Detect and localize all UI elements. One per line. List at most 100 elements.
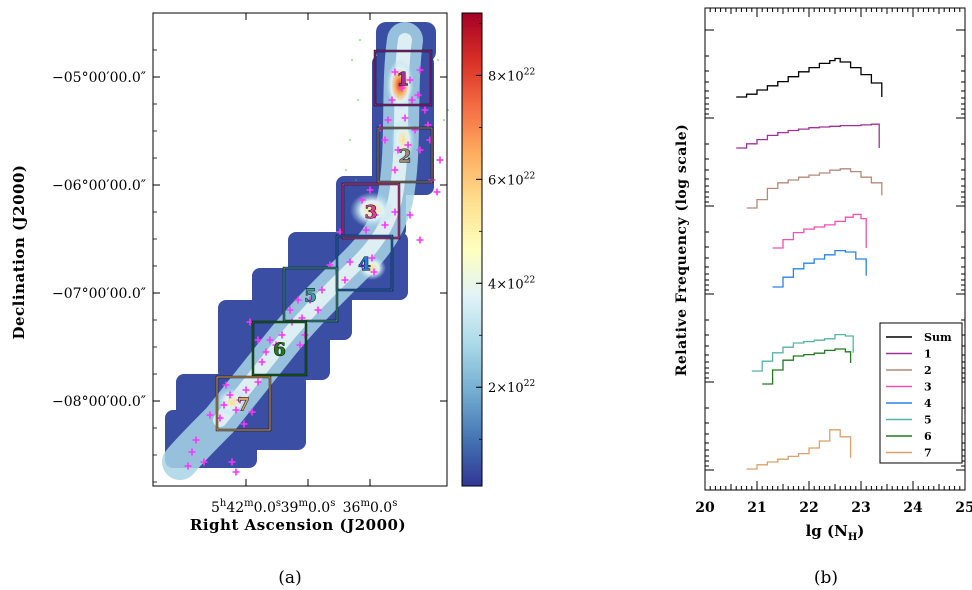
yso-marker: [296, 341, 304, 349]
yso-marker: [414, 91, 422, 99]
region-label: 1: [397, 69, 410, 90]
yso-marker: [381, 221, 389, 229]
yso-marker: [240, 420, 248, 428]
green-dot: [357, 99, 359, 101]
yso-marker: [408, 96, 416, 104]
x-tick-label: 21: [747, 500, 766, 516]
legend-label: 4: [924, 397, 932, 410]
green-dot: [355, 179, 357, 181]
yso-marker: [436, 156, 444, 164]
region-box: [216, 376, 271, 431]
yso-marker: [398, 84, 406, 92]
yso-marker: [278, 331, 286, 339]
yso-marker: [306, 296, 314, 304]
panel-a-ylabel: Declination (J2000): [10, 164, 28, 339]
series-line-region-2: [746, 168, 883, 209]
y-tick-label: −06°00′00.0″: [52, 178, 146, 194]
region-box: [377, 127, 433, 183]
legend-label: 1: [924, 348, 932, 361]
colorbar-tick-label: 2×1022: [488, 379, 535, 396]
yso-marker: [391, 208, 399, 216]
legend-label: 2: [924, 364, 932, 377]
yso-marker: [368, 254, 376, 262]
yso-marker: [254, 378, 262, 386]
yso-marker: [416, 146, 424, 154]
yso-marker: [206, 411, 214, 419]
yso-marker: [232, 406, 240, 414]
yso-marker: [248, 408, 256, 416]
green-dot: [345, 169, 347, 171]
region-box: [342, 183, 400, 239]
yso-marker: [236, 396, 244, 404]
panel-b-caption: (b): [814, 568, 838, 588]
panel-b-x-tick-labels: 20 21 22 23 24 25: [695, 500, 972, 516]
legend-box: [879, 322, 963, 464]
panel-b-ticks: [704, 8, 966, 490]
green-dot: [351, 59, 353, 61]
yso-marker: [258, 358, 266, 366]
green-dot: [349, 139, 351, 141]
panel-a-x-axis: 5h42m0.0s 39m0.0s 36m0.0s: [211, 13, 397, 516]
series-line-region-7: [746, 429, 852, 470]
legend-label: 3: [924, 381, 932, 394]
yso-marker: [341, 276, 349, 284]
region-box: [374, 50, 432, 106]
panel-a-xlabel: Right Ascension (J2000): [190, 516, 406, 534]
colorbar-tick-label: 6×1022: [488, 171, 535, 188]
yso-marker: [394, 146, 402, 154]
region-label: 2: [399, 146, 412, 167]
legend-label: 5: [924, 414, 932, 427]
green-dot: [443, 119, 445, 121]
legend-label: 7: [924, 447, 932, 460]
yso-marker: [232, 468, 240, 476]
panel-a-map: 1 2 3 4 5 6 7 −05°00′00.0″ −06°00′00.0″ −07°00′0…: [10, 12, 449, 534]
x-tick-label: 22: [799, 500, 818, 516]
yso-marker: [381, 136, 389, 144]
series-line-region-4: [772, 249, 867, 288]
yso-marker: [272, 341, 280, 349]
yso-marker: [358, 261, 366, 269]
x-tick-label: 5h42m0.0s: [211, 498, 281, 516]
panel-b-xlabel: lg (NH): [806, 522, 865, 543]
region-label: 6: [273, 340, 286, 361]
legend-items: Sum 1 2 3 4 5 6 7: [886, 331, 952, 460]
x-tick-label: 20: [695, 500, 715, 516]
yso-marker: [228, 458, 236, 466]
yso-marker: [362, 226, 370, 234]
series-line-region-3: [772, 213, 867, 249]
series-line-region-5: [751, 333, 854, 372]
yso-marker: [226, 391, 234, 399]
colorbar-tick-label: 8×1022: [488, 67, 535, 84]
x-tick-label: 23: [851, 500, 870, 516]
colorbar-tick-label: 4×1022: [488, 275, 535, 292]
yso-marker: [421, 106, 429, 114]
yso-marker: [294, 296, 302, 304]
yso-marker: [200, 458, 208, 466]
legend: Sum 1 2 3 4 5 6 7: [879, 322, 963, 464]
region-box: [336, 235, 393, 291]
series-line-region-6: [762, 348, 852, 385]
yso-marker: [254, 336, 262, 344]
colorbar-gradient: [461, 12, 483, 487]
region-box: [252, 321, 307, 376]
x-tick-label: 25: [955, 500, 972, 516]
yso-marker: [406, 76, 414, 84]
colorbar-ticks: 8×1022 6×1022 4×1022 2×1022: [476, 22, 535, 440]
yso-marker: [391, 166, 399, 174]
yso-marker: [406, 211, 414, 219]
panel-b-series: [736, 57, 883, 470]
region-label: 4: [358, 254, 371, 275]
region-boxes: 1 2 3 4 5 6 7: [215, 49, 434, 432]
yso-marker: [188, 448, 196, 456]
panel-a-caption: (a): [278, 568, 301, 588]
region-label: 5: [304, 286, 317, 307]
yso-marker: [266, 336, 274, 344]
yso-marker: [416, 66, 424, 74]
green-dot: [359, 39, 361, 41]
yso-marker: [371, 211, 379, 219]
yso-marker: [220, 401, 228, 409]
yso-marker: [391, 68, 399, 76]
x-tick-label: 24: [903, 500, 923, 516]
